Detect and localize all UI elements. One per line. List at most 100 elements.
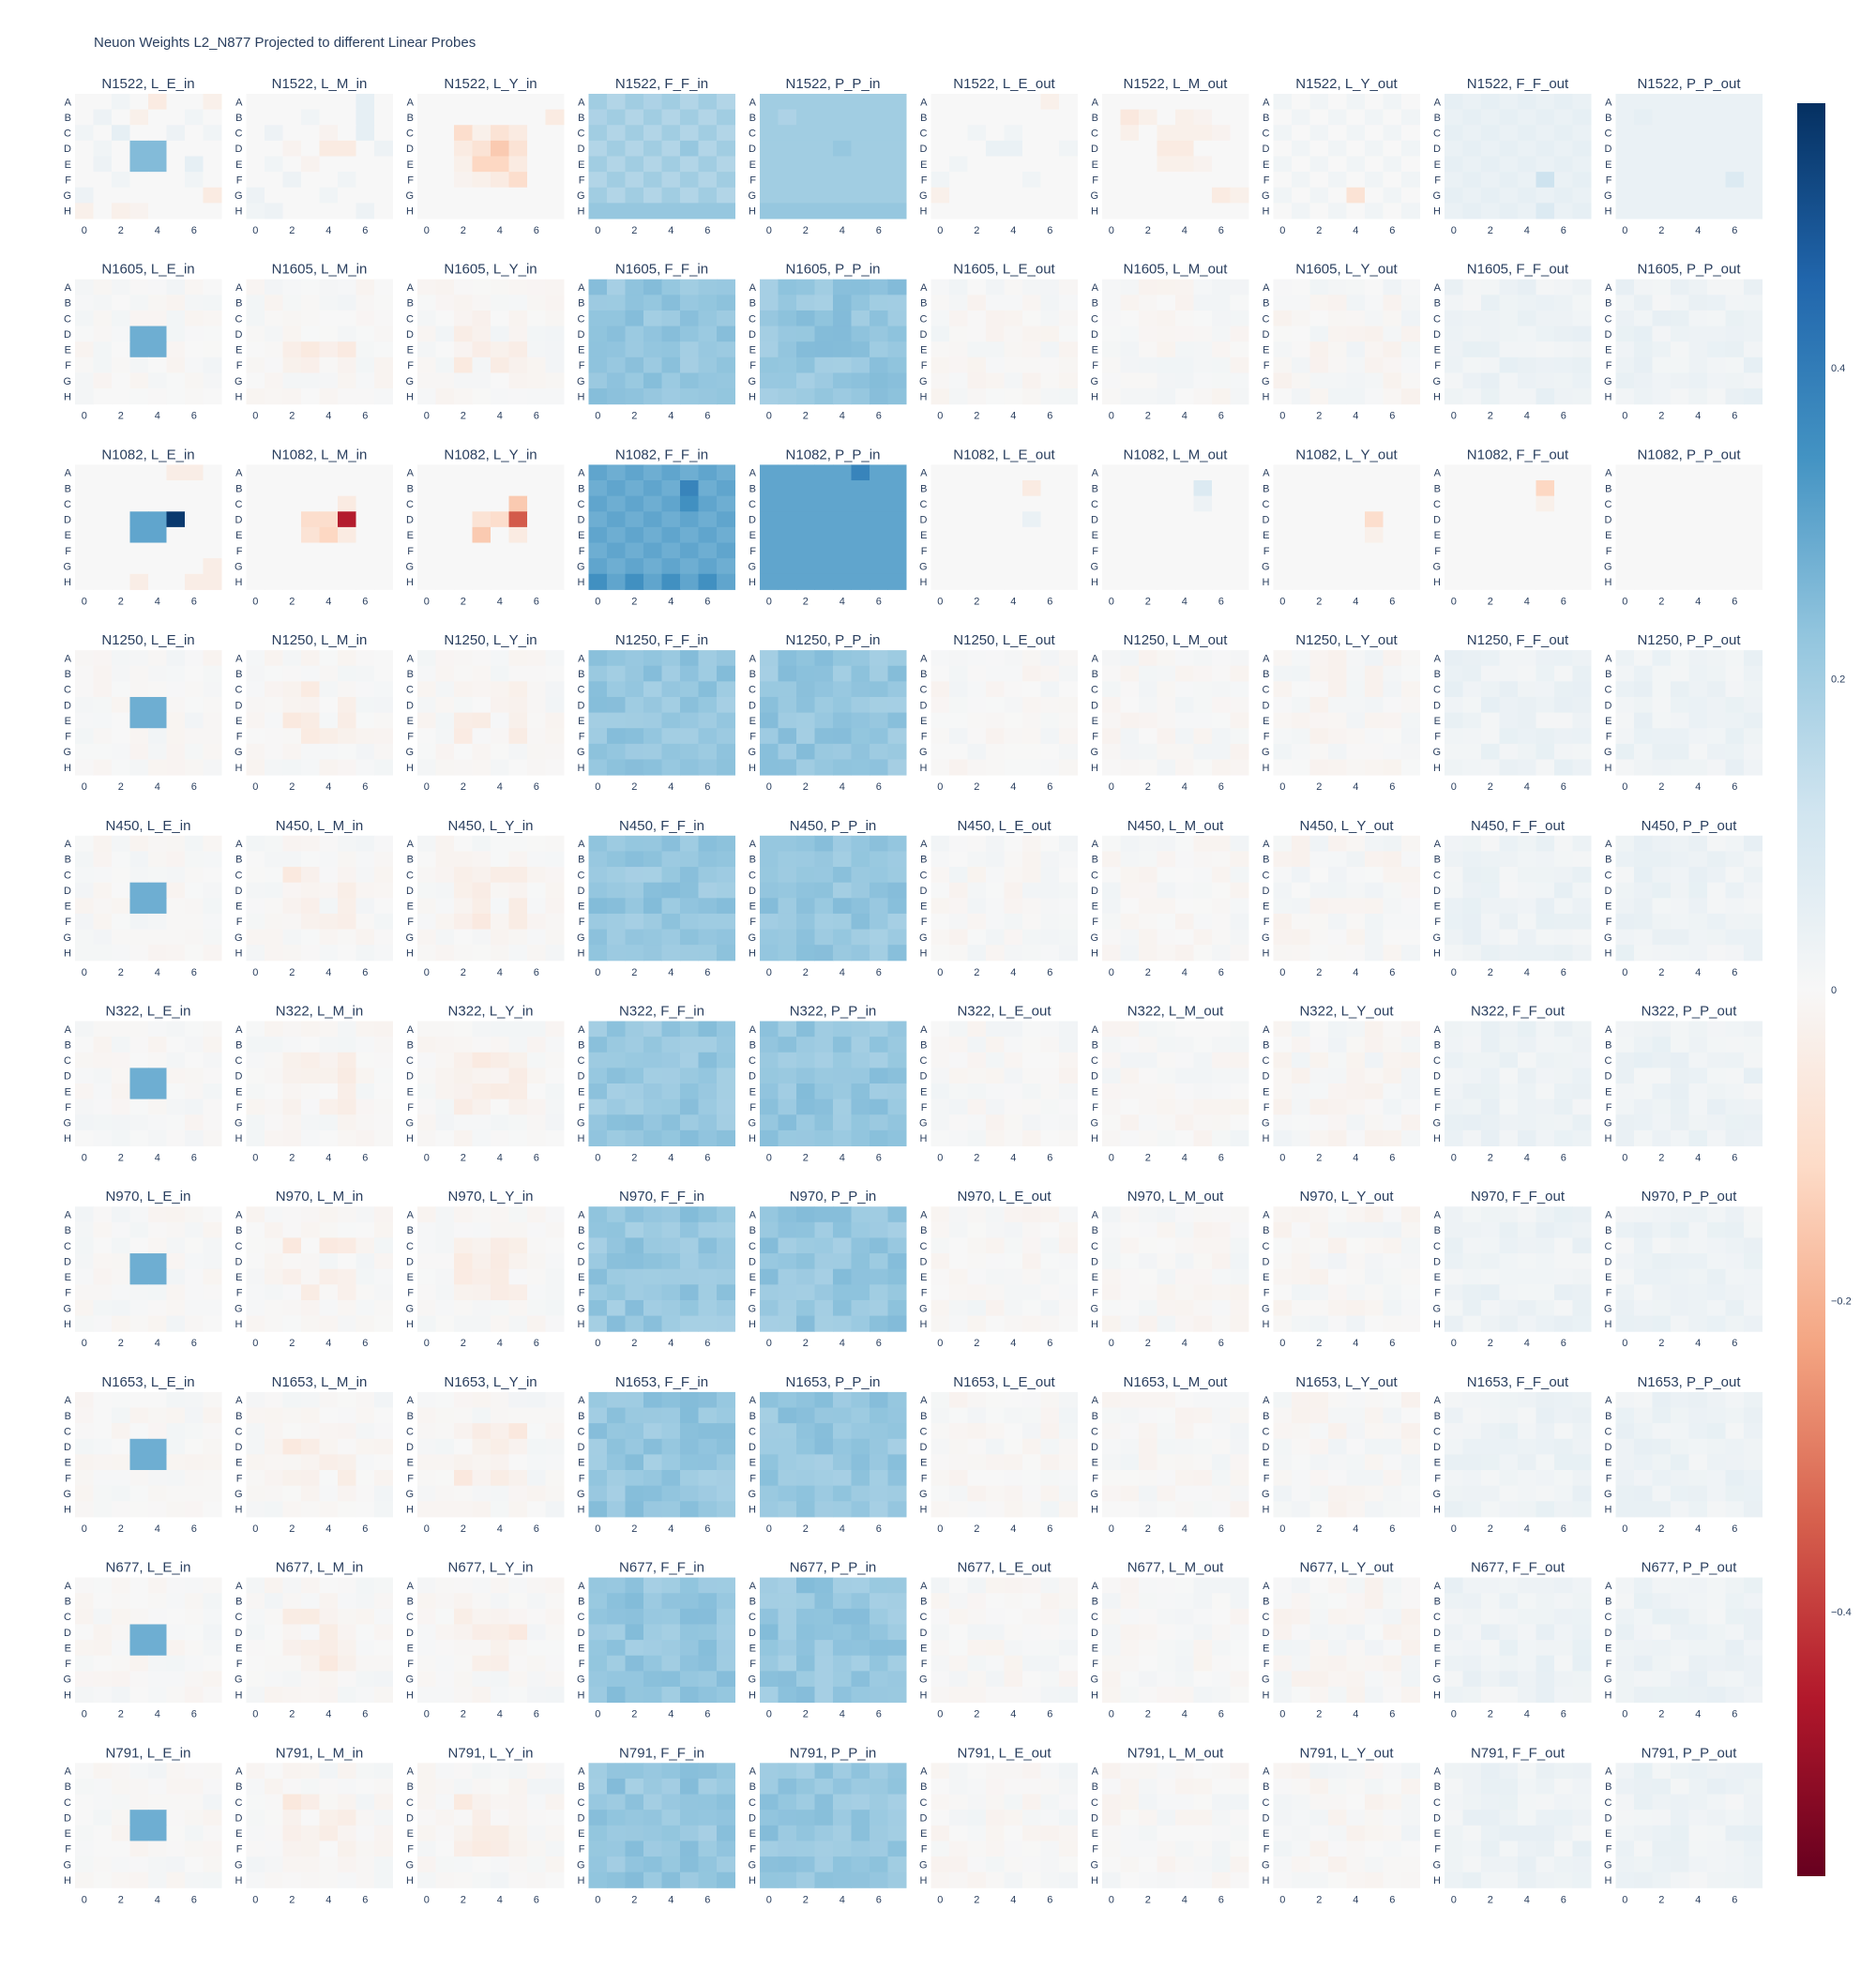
y-tick-label: F: [1092, 174, 1098, 186]
heatmap-cell: [545, 372, 565, 389]
heatmap-cell: [607, 1315, 626, 1332]
heatmap-cell: [1059, 913, 1078, 931]
heatmap-cell: [698, 341, 718, 358]
heatmap-cell: [887, 913, 907, 931]
heatmap-cell: [1273, 279, 1293, 296]
heatmap-cell: [796, 140, 815, 157]
heatmap-cell: [1445, 898, 1463, 915]
heatmap-cell: [1175, 279, 1194, 296]
y-tick-label: A: [407, 1024, 415, 1036]
heatmap-cell: [1671, 558, 1689, 575]
heatmap-cell: [760, 728, 779, 745]
heatmap-cell: [356, 1099, 375, 1115]
heatmap-cell: [491, 558, 509, 575]
y-tick-label: B: [1605, 669, 1611, 680]
heatmap-cell: [986, 295, 1005, 311]
heatmap-cell: [698, 279, 718, 296]
heatmap-cell: [1634, 341, 1653, 358]
heatmap-cell: [1120, 681, 1140, 698]
heatmap-cell: [625, 1068, 644, 1084]
heatmap-cell: [760, 665, 779, 682]
heatmap-cell: [607, 929, 626, 946]
heatmap-cell: [1059, 1099, 1078, 1115]
heatmap-cell: [1462, 464, 1482, 481]
heatmap-cell: [374, 1253, 393, 1270]
heatmap-cell: [75, 372, 94, 389]
x-tick-label: 6: [362, 781, 368, 793]
heatmap-cell: [986, 187, 1005, 204]
heatmap-cell: [1462, 109, 1482, 126]
heatmap-cell: [374, 1084, 393, 1100]
y-tick-label: D: [1091, 886, 1098, 897]
heatmap-cell: [1120, 867, 1140, 884]
heatmap-cell: [1383, 913, 1402, 931]
heatmap-cell: [1554, 835, 1573, 852]
heatmap-cell: [1572, 495, 1592, 512]
heatmap-cell: [588, 109, 608, 126]
heatmap-cell: [851, 867, 870, 884]
heatmap-cell: [356, 388, 375, 405]
x-tick-label: 6: [1732, 781, 1737, 793]
heatmap-cell: [454, 203, 473, 220]
heatmap-cell: [1652, 140, 1672, 157]
heatmap-cell: [1572, 1021, 1592, 1038]
heatmap-cell: [545, 835, 565, 852]
x-tick-label: 4: [668, 411, 673, 422]
heatmap-cell: [1652, 573, 1672, 590]
heatmap-cell: [607, 743, 626, 760]
heatmap-cell: [870, 835, 888, 852]
heatmap-cell: [607, 388, 626, 405]
heatmap-cell: [1744, 295, 1763, 311]
heatmap-cell: [1481, 109, 1500, 126]
heatmap-cell: [93, 681, 113, 698]
heatmap-cell: [1652, 495, 1672, 512]
heatmap-cell: [1120, 728, 1140, 745]
heatmap-cell: [887, 203, 907, 220]
heatmap-cell: [698, 1206, 718, 1223]
heatmap-cell: [1059, 372, 1078, 389]
heatmap-cell: [374, 526, 393, 544]
heatmap-cell: [887, 743, 907, 760]
heatmap-cell: [1445, 356, 1463, 373]
heatmap-cell: [148, 156, 167, 173]
heatmap-cell: [717, 898, 735, 915]
y-tick-label: H: [749, 577, 756, 588]
heatmap-cell: [986, 140, 1005, 157]
heatmap-cell: [1273, 759, 1293, 776]
heatmap-cell: [356, 1237, 375, 1254]
heatmap-cell: [454, 1237, 473, 1254]
heatmap-cell: [949, 1052, 968, 1068]
y-tick-label: F: [749, 174, 756, 186]
heatmap-cell: [185, 759, 204, 776]
heatmap-cell: [1193, 665, 1213, 682]
heatmap-cell: [643, 388, 662, 405]
heatmap-cell: [1499, 156, 1519, 173]
heatmap-cell: [967, 558, 987, 575]
heatmap-cell: [1462, 326, 1482, 342]
heatmap-cell: [527, 464, 546, 481]
heatmap-cell: [454, 1299, 473, 1317]
heatmap-cell: [265, 712, 283, 729]
heatmap-cell: [643, 480, 662, 497]
heatmap-cell: [1040, 882, 1060, 899]
heatmap-cell: [417, 140, 436, 157]
heatmap-cell: [1328, 945, 1347, 962]
heatmap-cell: [246, 1037, 265, 1053]
heatmap-cell: [796, 1068, 815, 1084]
y-tick-label: H: [1605, 391, 1612, 402]
heatmap-cell: [1518, 728, 1536, 745]
heatmap-cell: [661, 526, 681, 544]
heatmap-cell: [796, 558, 815, 575]
heatmap-cell: [435, 665, 455, 682]
heatmap-cell: [1462, 929, 1482, 946]
heatmap-cell: [374, 109, 393, 126]
heatmap-cell: [112, 929, 130, 946]
y-tick-label: D: [578, 1256, 585, 1267]
heatmap-cell: [527, 1284, 546, 1301]
heatmap-cell: [356, 187, 375, 204]
heatmap-cell: [282, 558, 302, 575]
heatmap-cell: [435, 94, 455, 111]
heatmap-cell: [1707, 1021, 1726, 1038]
heatmap-cell: [986, 94, 1005, 111]
heatmap-cell: [1328, 388, 1347, 405]
